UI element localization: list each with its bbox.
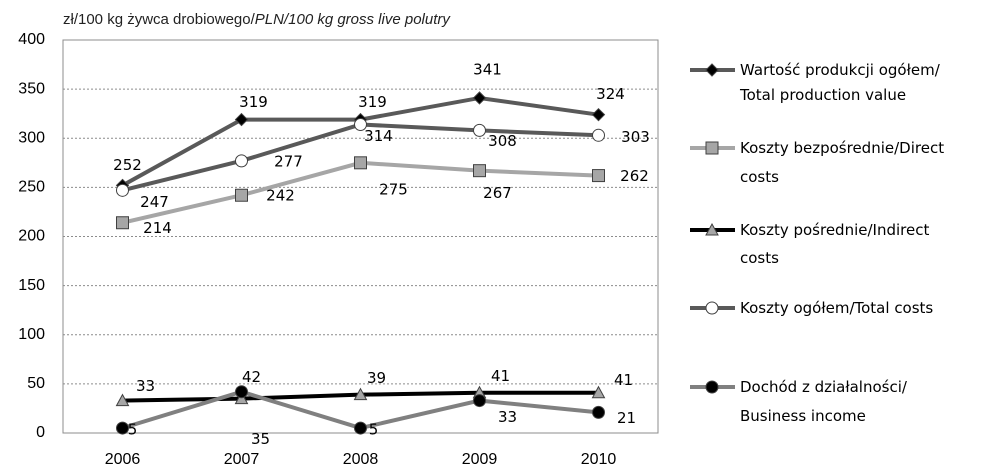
data-label: 252: [113, 156, 142, 174]
marker: [354, 156, 367, 170]
legend-label: Koszty bezpośrednie/Direct costs: [740, 139, 944, 186]
marker: [235, 188, 248, 202]
data-label: 247: [140, 193, 169, 211]
legend-label: Koszty pośrednie/Indirect costs: [740, 221, 929, 267]
data-label: 314: [364, 127, 393, 145]
legend-label: Wartość produkcji ogółem/Total productio…: [739, 61, 941, 104]
chart-title: zł/100 kg żywca drobiowego/PLN/100 kg gr…: [63, 11, 451, 28]
marker: [235, 154, 248, 168]
data-label: 33: [498, 408, 517, 426]
data-label: 341: [473, 60, 502, 78]
data-label: 5: [369, 421, 379, 439]
legend-line-text: Koszty pośrednie/Indirect: [740, 221, 929, 239]
marker: [705, 222, 719, 236]
data-label: 275: [379, 180, 408, 198]
marker: [591, 107, 606, 122]
series: 214 242 275 267 262: [116, 156, 649, 237]
y-tick-label: 200: [18, 228, 45, 245]
legend-label: Dochód z działalności/Business income: [740, 378, 908, 425]
data-label: 214: [143, 219, 172, 237]
data-label: 42: [242, 368, 261, 386]
marker: [235, 385, 248, 399]
marker: [592, 405, 605, 419]
legend-line-text: Dochód z działalności/: [740, 378, 908, 396]
marker: [705, 380, 719, 394]
marker: [472, 91, 487, 105]
marker: [473, 164, 486, 178]
marker: [705, 141, 719, 155]
marker: [354, 117, 367, 131]
y-tick-label: 300: [18, 129, 45, 146]
legend-line-text: costs: [740, 168, 779, 186]
marker: [591, 385, 606, 399]
legend-line-text: Business income: [740, 407, 866, 425]
data-label: 5: [128, 421, 138, 439]
y-tick-label: 50: [27, 375, 45, 392]
data-label: 39: [367, 369, 386, 387]
data-label: 35: [251, 430, 270, 448]
data-label: 267: [483, 184, 512, 202]
x-tick-label: 2007: [224, 451, 260, 468]
data-label: 308: [488, 132, 517, 150]
data-label: 33: [136, 377, 155, 395]
marker: [705, 301, 719, 315]
marker: [116, 183, 129, 197]
y-tick-label: 400: [18, 31, 45, 48]
data-label: 21: [617, 409, 636, 427]
title-italic: PLN/100 kg gross live polutry: [255, 11, 452, 28]
x-tick-label: 2009: [462, 451, 498, 468]
x-tick-label: 2010: [581, 451, 617, 468]
y-tick-label: 350: [18, 80, 45, 97]
marker: [473, 394, 486, 408]
marker: [353, 387, 368, 401]
x-tick-label: 2006: [105, 451, 141, 468]
x-tick-label: 2008: [343, 451, 379, 468]
marker: [473, 123, 486, 137]
data-label: 319: [358, 93, 387, 111]
data-label: 303: [621, 128, 650, 146]
legend-line-text: Wartość produkcji ogółem/: [740, 61, 941, 79]
marker: [116, 421, 129, 435]
data-label: 41: [614, 371, 633, 389]
y-tick-label: 100: [18, 326, 45, 343]
data-label: 242: [266, 187, 295, 205]
marker: [234, 112, 249, 127]
legend-label: Koszty ogółem/Total costs: [740, 299, 933, 317]
series: 5 42 5 33 21: [116, 368, 636, 439]
marker: [115, 393, 130, 407]
marker: [354, 421, 367, 435]
legend-line-text: costs: [740, 249, 779, 267]
y-tick-label: 250: [18, 179, 45, 196]
data-label: 277: [274, 152, 303, 170]
data-label: 319: [239, 93, 268, 111]
legend-line-text: Koszty bezpośrednie/Direct: [740, 139, 944, 157]
marker: [592, 169, 605, 183]
legend-line-text: Koszty ogółem/Total costs: [740, 299, 933, 317]
series: 33 35 39 41 41: [115, 367, 633, 448]
marker: [592, 128, 605, 142]
legend-line-text: Total production value: [739, 86, 906, 104]
y-tick-label: 0: [36, 424, 45, 441]
marker: [705, 63, 719, 77]
data-label: 41: [491, 367, 510, 385]
y-tick-label: 150: [18, 277, 45, 294]
series: 247 277 314 308 303: [116, 117, 650, 211]
data-label: 324: [596, 85, 625, 103]
title: zł/100 kg żywca drobiowego/: [63, 11, 256, 28]
data-label: 262: [620, 167, 649, 185]
marker: [116, 216, 129, 230]
